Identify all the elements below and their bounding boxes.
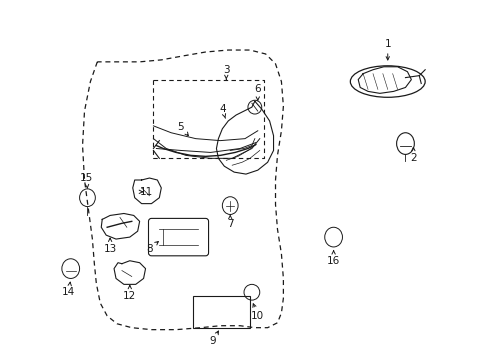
Text: 8: 8 bbox=[146, 244, 152, 254]
Text: 16: 16 bbox=[326, 256, 340, 266]
Text: 7: 7 bbox=[226, 219, 233, 229]
Text: 10: 10 bbox=[251, 311, 264, 321]
Text: 4: 4 bbox=[219, 104, 225, 114]
Text: 14: 14 bbox=[62, 287, 75, 297]
Text: 12: 12 bbox=[123, 291, 136, 301]
Text: 9: 9 bbox=[209, 337, 215, 346]
Text: 15: 15 bbox=[80, 173, 93, 183]
Text: 13: 13 bbox=[103, 244, 117, 254]
Text: 6: 6 bbox=[254, 84, 261, 94]
Text: 3: 3 bbox=[223, 65, 229, 75]
Text: 5: 5 bbox=[177, 122, 184, 132]
Text: 2: 2 bbox=[409, 153, 416, 163]
Text: 11: 11 bbox=[140, 187, 153, 197]
Text: 1: 1 bbox=[384, 39, 390, 49]
Bar bbox=[192, 296, 249, 328]
